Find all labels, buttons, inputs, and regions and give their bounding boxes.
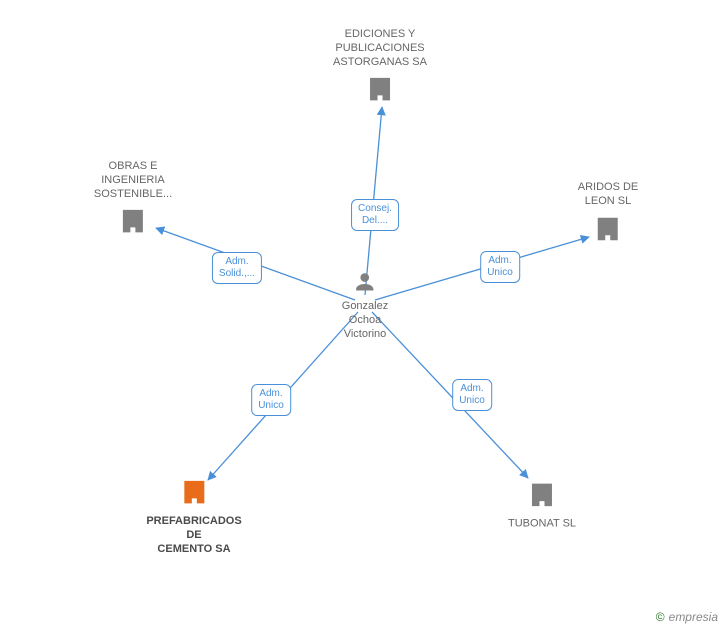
person-icon: [352, 269, 378, 295]
node-ediciones[interactable]: EDICIONES Y PUBLICACIONES ASTORGANAS SA: [333, 28, 427, 108]
node-obras[interactable]: OBRAS E INGENIERIA SOSTENIBLE...: [94, 160, 172, 240]
edge-label: Adm. Solid.,...: [212, 252, 262, 284]
edge-line: [372, 312, 528, 478]
center-label: Gonzalez Ochoa Victorino: [342, 300, 388, 341]
watermark: © empresia: [656, 610, 718, 624]
edge-label: Adm. Unico: [452, 379, 492, 411]
node-label: EDICIONES Y PUBLICACIONES ASTORGANAS SA: [333, 28, 427, 69]
building-icon: [365, 73, 395, 103]
center-node[interactable]: Gonzalez Ochoa Victorino: [342, 269, 388, 341]
diagram-canvas: Consej. Del.... Adm. Unico Adm. Unico Ad…: [0, 0, 728, 630]
node-prefabricados[interactable]: PREFABRICADOS DE CEMENTO SA: [146, 476, 241, 556]
edge-label: Consej. Del....: [351, 199, 399, 231]
building-icon: [118, 205, 148, 235]
building-icon: [593, 212, 623, 242]
copyright-symbol: ©: [656, 610, 665, 624]
edge-label: Adm. Unico: [480, 251, 520, 283]
building-icon: [179, 476, 209, 506]
node-label: OBRAS E INGENIERIA SOSTENIBLE...: [94, 160, 172, 201]
node-label: ARIDOS DE LEON SL: [578, 181, 639, 209]
node-tubonat[interactable]: TUBONAT SL: [508, 479, 576, 532]
node-aridos[interactable]: ARIDOS DE LEON SL: [578, 181, 639, 248]
edge-label: Adm. Unico: [251, 384, 291, 416]
watermark-text: empresia: [669, 610, 718, 624]
node-label: PREFABRICADOS DE CEMENTO SA: [146, 515, 241, 556]
building-icon: [527, 479, 557, 509]
node-label: TUBONAT SL: [508, 518, 576, 532]
